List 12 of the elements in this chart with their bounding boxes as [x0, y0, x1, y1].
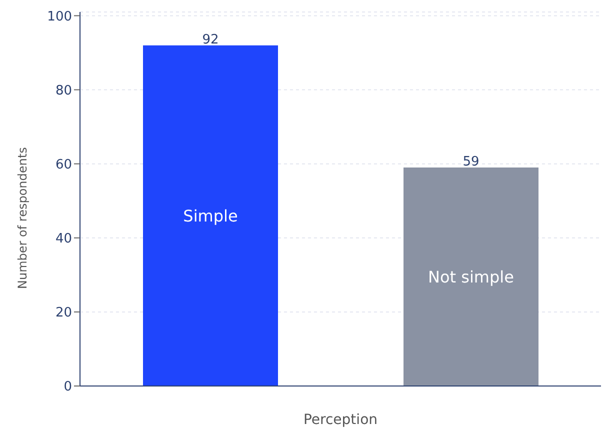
- y-axis-title: Number of respondents: [15, 147, 30, 289]
- x-tick-label: Not simple: [428, 267, 514, 286]
- y-tick-label: 40: [55, 231, 72, 246]
- y-tick-label: 20: [55, 306, 72, 321]
- x-tick-label: Simple: [183, 206, 238, 226]
- y-tick-label: 100: [47, 9, 72, 24]
- x-axis-title: Perception: [303, 412, 378, 428]
- data-label: 59: [462, 154, 480, 170]
- y-tick-label: 0: [64, 380, 72, 395]
- y-tick-label: 80: [55, 83, 72, 98]
- data-label: 92: [202, 32, 219, 48]
- y-tick-label: 60: [55, 157, 72, 172]
